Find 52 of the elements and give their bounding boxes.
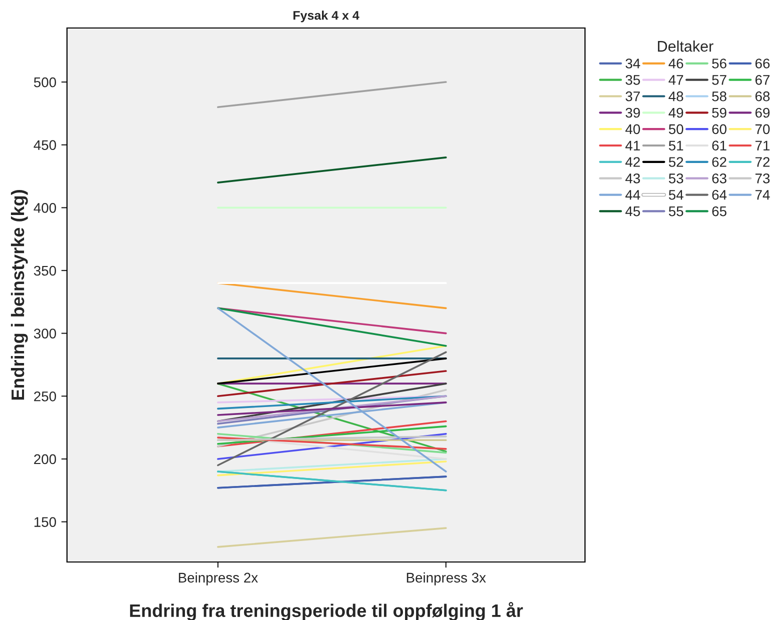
legend-label: 46 (668, 58, 684, 68)
legend-label: 39 (626, 108, 640, 118)
legend-label: 44 (625, 190, 640, 200)
legend-label: 55 (668, 206, 684, 216)
legend-label: 35 (626, 75, 640, 85)
legend-label: 72 (755, 157, 770, 167)
y-axis-title: Endring i beinstyrke (kg) (10, 190, 28, 400)
legend-label: 45 (625, 206, 640, 216)
legend-label: 63 (712, 174, 726, 184)
legend-label: 74 (755, 190, 770, 200)
legend-label: 54 (668, 190, 684, 200)
legend-label: 49 (668, 108, 684, 118)
legend-label: 47 (668, 75, 684, 85)
legend-label: 43 (625, 174, 640, 184)
legend-label: 51 (668, 140, 684, 151)
legend-label: 40 (625, 124, 640, 134)
legend-label: 60 (712, 124, 726, 134)
legend-label: 56 (712, 58, 726, 68)
legend-label: 62 (712, 157, 726, 167)
y-tick-label: 400 (34, 203, 56, 213)
legend-label: 34 (626, 58, 640, 68)
legend-label: 66 (755, 58, 770, 68)
legend-label: 64 (712, 190, 727, 200)
legend-label: 48 (668, 91, 684, 102)
y-tick-label: 350 (34, 266, 56, 276)
x-tick-label: Beinpress 3x (406, 572, 486, 586)
legend-label: 37 (626, 91, 640, 102)
legend-label: 68 (755, 91, 770, 102)
y-tick-label: 200 (34, 454, 56, 464)
y-tick-label: 250 (34, 391, 56, 402)
legend-label: 61 (712, 140, 726, 151)
x-tick-label: Beinpress 2x (178, 572, 258, 586)
legend-title: Deltaker (658, 40, 714, 52)
y-tick-label: 300 (34, 328, 56, 338)
legend-label: 73 (755, 174, 770, 184)
legend-label: 65 (712, 206, 726, 216)
legend-label: 42 (625, 157, 640, 167)
legend-label: 67 (755, 75, 770, 85)
legend-label: 71 (755, 140, 770, 150)
legend-label: 57 (712, 75, 726, 85)
legend-label: 58 (712, 91, 726, 102)
legend-label: 50 (668, 124, 684, 134)
y-tick-label: 500 (34, 77, 56, 88)
legend-label: 41 (625, 140, 640, 150)
chart-title: Fysak 4 x 4 (293, 10, 360, 22)
y-tick-label: 150 (34, 517, 56, 527)
y-tick-label: 450 (34, 140, 56, 150)
legend-label: 53 (668, 174, 684, 184)
legend-label: 59 (712, 108, 726, 118)
legend-label: 70 (755, 124, 770, 134)
legend-label: 52 (668, 157, 684, 167)
legend-label: 69 (755, 108, 770, 118)
